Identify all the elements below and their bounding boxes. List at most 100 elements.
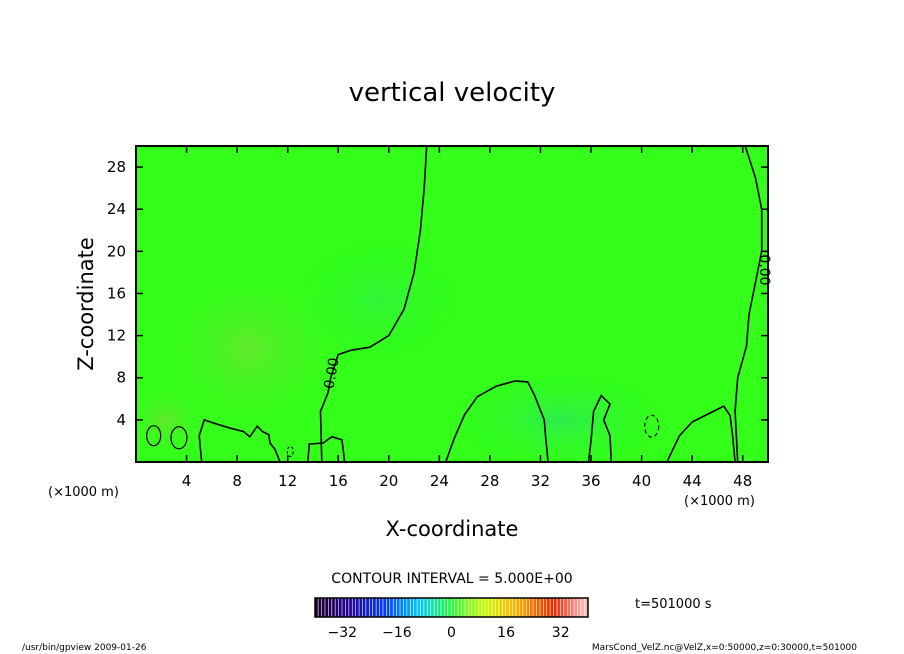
colorbar-swatch [471, 598, 475, 617]
x-tick-label: 20 [379, 472, 398, 490]
footer-source: MarsCond_VelZ.nc@VelZ,x=0:50000,z=0:3000… [592, 643, 857, 653]
colorbar-swatch [574, 598, 578, 617]
colorbar-swatch [342, 598, 346, 617]
y-tick-label: 12 [107, 327, 126, 345]
contour-label-main: 0.00 [321, 357, 342, 390]
colorbar-frame [314, 597, 589, 618]
y-axis: 4 8 12 16 20 24 28 [107, 158, 768, 429]
colorbar-swatch [461, 598, 465, 617]
colorbar-swatch [564, 598, 567, 617]
colorbar-swatch [328, 598, 332, 617]
colorbar-swatch [499, 598, 503, 617]
colorbar-swatch [431, 598, 434, 617]
colorbar-swatch [509, 598, 513, 617]
colorbar-swatch [584, 598, 588, 617]
footer-program: /usr/bin/gpview 2009-01-26 [22, 643, 147, 653]
contour-zero-contour-hump [587, 394, 613, 462]
colorbar-swatch [349, 598, 352, 617]
colorbar-swatch [400, 598, 404, 617]
colorbar-swatch [325, 598, 329, 617]
colorbar-swatch [454, 598, 458, 617]
colorbar-swatch [560, 598, 564, 617]
plot-frame [135, 145, 769, 463]
x-tick-label: 40 [632, 472, 651, 490]
colorbar-swatch [543, 598, 547, 617]
colorbar-swatch [468, 598, 472, 617]
contour-loop [146, 425, 162, 447]
x-tick-label: 32 [531, 472, 550, 490]
colorbar-tick-label: 0 [447, 625, 456, 641]
contour-zero-contour-right2 [666, 405, 736, 462]
y-tick-label: 20 [107, 242, 126, 260]
colorbar-tick-label: 16 [497, 625, 515, 641]
colorbar-swatch [373, 598, 376, 617]
contour-zero-contour-right [734, 146, 763, 462]
colorbar-swatch [366, 598, 369, 617]
colorbar-swatch [526, 598, 530, 617]
x-axis-unit: (×1000 m) [684, 494, 755, 509]
field-warm-patch [136, 380, 210, 460]
y-axis-unit: (×1000 m) [48, 485, 119, 500]
colorbar-swatch [516, 598, 520, 617]
field-cool-patch [290, 230, 470, 370]
colorbar-swatch [547, 598, 550, 617]
colorbar-swatch [523, 598, 526, 617]
colorbar-swatch [550, 598, 554, 617]
colorbar-swatch [355, 598, 359, 617]
colorbar-swatch [424, 598, 428, 617]
colorbar-swatch [396, 598, 400, 617]
colorbar-swatch [482, 598, 486, 617]
contour-loop [170, 426, 188, 450]
contour-zero-contour-main [319, 146, 428, 462]
colorbar-swatch [444, 598, 448, 617]
contour-zero-contour-left [198, 418, 281, 462]
colorbar-swatch [465, 598, 468, 617]
colorbar [315, 598, 588, 617]
colorbar-tick-label: 32 [552, 625, 570, 641]
colorbar-swatch [441, 598, 445, 617]
colorbar-swatch [321, 598, 325, 617]
contour-zero-contour-mid [307, 435, 346, 462]
colorbar-swatch [379, 598, 383, 617]
colorbar-swatch [318, 598, 322, 617]
x-tick-label: 36 [581, 472, 600, 490]
x-tick-label: 44 [683, 472, 702, 490]
colorbar-swatch [519, 598, 523, 617]
y-axis-label: Z-coordinate [74, 237, 98, 371]
colorbar-swatch [495, 598, 499, 617]
colorbar-swatch [403, 598, 407, 617]
x-axis: 4 8 12 16 20 24 28 32 36 40 44 48 [182, 146, 752, 490]
colorbar-swatch [417, 598, 421, 617]
field-cool-patch [440, 365, 680, 462]
colorbar-swatch [352, 598, 356, 617]
chart-title: vertical velocity [349, 78, 556, 108]
x-tick-label: 16 [329, 472, 348, 490]
contour-zero-contour-dome [444, 380, 549, 462]
colorbar-swatch [413, 598, 417, 617]
contour-negative-cell [286, 445, 294, 457]
y-tick-label: 28 [107, 158, 126, 176]
colorbar-swatch [420, 598, 424, 617]
colorbar-swatch [383, 598, 387, 617]
colorbar-swatch [345, 598, 349, 617]
colorbar-swatch [434, 598, 438, 617]
colorbar-swatch [577, 598, 581, 617]
colorbar-tick-label: −32 [328, 625, 358, 641]
x-tick-label: 4 [182, 472, 192, 490]
y-tick-label: 16 [107, 284, 126, 302]
x-tick-label: 48 [733, 472, 752, 490]
contour-label-right: 0.00 [756, 254, 772, 285]
plot-area [136, 146, 768, 462]
colorbar-swatch [581, 598, 584, 617]
colorbar-swatch [451, 598, 455, 617]
x-tick-label: 28 [480, 472, 499, 490]
colorbar-swatch [536, 598, 540, 617]
contour-negative-cell [644, 414, 660, 438]
x-tick-label: 12 [278, 472, 297, 490]
y-tick-label: 4 [116, 411, 126, 429]
colorbar-swatch [335, 598, 339, 617]
x-tick-label: 8 [232, 472, 242, 490]
colorbar-swatch [362, 598, 366, 617]
colorbar-swatch [376, 598, 380, 617]
colorbar-swatch [512, 598, 516, 617]
